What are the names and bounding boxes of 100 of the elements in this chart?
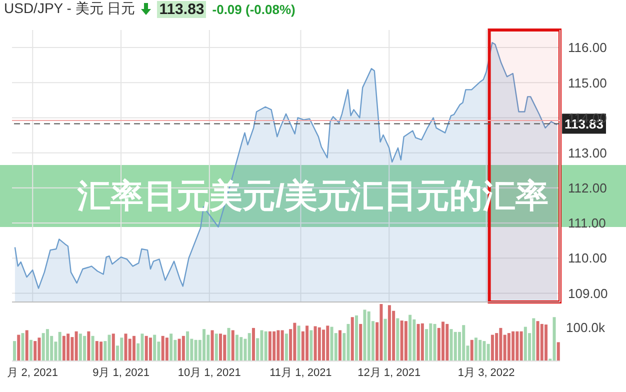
bar [359,324,362,361]
x-tick-label: 10月 1, 2021 [178,367,241,379]
bar [17,334,20,361]
bar [227,328,230,361]
bar [507,333,510,361]
y-tick-label: 113.00 [568,145,607,160]
bar [165,338,168,361]
bar [34,341,37,361]
bar [38,338,41,361]
bar [454,332,457,361]
text: 113.83 [157,0,206,18]
bar [42,333,45,361]
bar [490,334,494,361]
bar [306,326,309,361]
y-tick-label: 112.00 [568,180,607,196]
bar [470,340,474,361]
bar [248,333,251,361]
bar [91,336,94,361]
text: -0.09 (-0.08%) [212,2,296,16]
bar [202,329,206,361]
bar [223,334,226,361]
bar [474,338,478,361]
chart-title: USD/JPY - 美元 日元 [4,0,136,18]
bar [280,330,284,361]
bar [486,344,490,361]
bar [144,336,148,361]
bar [322,330,326,361]
bar [346,324,350,361]
y-tick-label: 116.00 [568,40,607,56]
bar [112,334,115,361]
bar [400,320,404,361]
bar [433,324,436,361]
bar [153,334,156,361]
bar [252,328,255,361]
bar [83,336,86,361]
bar [478,340,482,361]
bar [384,318,387,361]
bar [499,328,502,361]
bar [74,331,78,361]
bar [235,334,238,361]
bar [178,338,181,361]
bar [161,336,164,361]
bar [446,324,449,361]
bar [420,323,424,361]
bar [367,311,370,361]
bar [100,342,103,361]
bar [21,333,24,361]
bar [350,317,354,361]
bar [170,334,173,361]
bar [330,326,334,361]
bar [124,334,128,361]
y-tick-label: 111.00 [568,216,606,231]
bar [13,341,16,361]
bar [62,336,66,361]
bar [442,322,445,361]
bar [264,331,268,361]
bar [416,324,420,361]
bar [276,330,280,361]
x-tick-label: 9月 1, 2021 [92,367,150,379]
bar [231,330,234,361]
bar [29,340,32,361]
bar [284,334,288,361]
bar [310,330,313,361]
bar [268,331,272,361]
bar [293,322,296,361]
bar [148,338,152,361]
bar [380,304,383,361]
bar [462,325,466,361]
bar [210,330,214,361]
bar [388,305,391,361]
bar [412,319,416,361]
bar [450,329,453,361]
bar [536,321,540,361]
bar [66,334,70,361]
text: 100.0k [566,320,606,335]
bar [482,341,486,361]
bar [318,327,321,361]
bar [182,336,185,361]
bar [272,331,276,361]
bar [516,331,519,361]
bar [396,318,400,361]
bar [512,331,515,361]
y-tick-label: 110.00 [568,250,607,266]
bar [354,315,358,361]
bar [95,341,98,361]
bar [544,324,548,361]
bar [552,317,556,361]
x-tick-label: 12月 1, 2021 [358,367,421,379]
bar [58,332,62,361]
bar [219,334,222,361]
bar [408,314,412,361]
bar [314,326,317,361]
y-tick-label: 115.00 [568,75,607,90]
bar [540,324,544,361]
bar [556,342,560,361]
bar [240,337,243,361]
bar [132,336,136,361]
bar [326,326,330,361]
bar [140,334,144,361]
x-tick-label: 11月 1, 2021 [270,367,332,379]
